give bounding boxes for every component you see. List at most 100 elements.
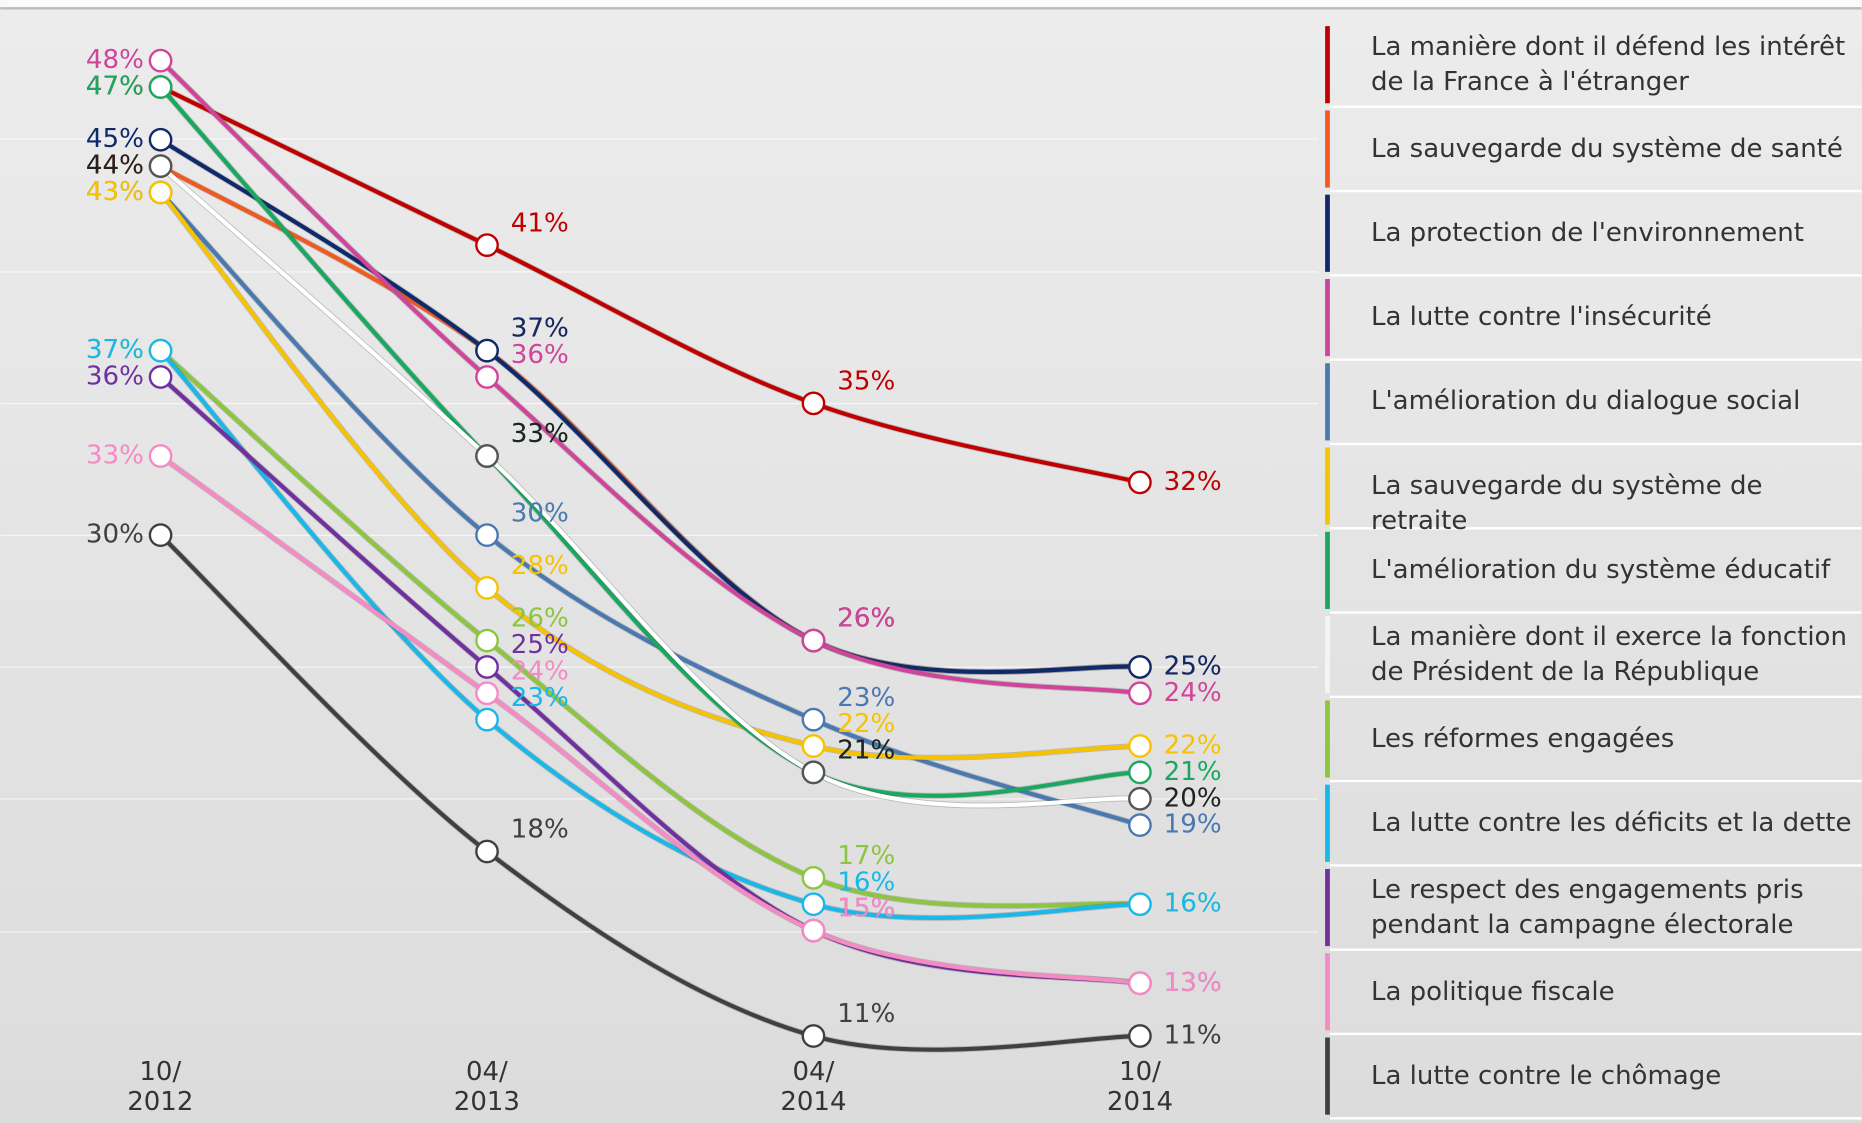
x-tick-label: 10/ 2012 — [100, 1057, 220, 1117]
legend-swatch — [1325, 110, 1330, 187]
point — [1129, 973, 1150, 994]
legend-label: La politique fiscale — [1371, 975, 1615, 1010]
legend-swatch — [1325, 785, 1330, 862]
point — [1129, 894, 1150, 915]
data-label: 30% — [86, 520, 144, 550]
point — [476, 234, 497, 255]
point — [150, 182, 171, 203]
series — [161, 166, 1140, 672]
point — [803, 920, 824, 941]
legend-swatch — [1325, 363, 1330, 440]
data-label: 35% — [837, 366, 895, 396]
legend-label: L'amélioration du dialogue social — [1371, 384, 1800, 419]
point — [803, 894, 824, 915]
point — [803, 630, 824, 651]
point — [150, 366, 171, 387]
legend-label: La lutte contre l'insécurité — [1371, 300, 1712, 335]
point — [1129, 1025, 1150, 1046]
x-tick-label: 04/ 2013 — [427, 1057, 547, 1117]
point — [1129, 762, 1150, 783]
legend-swatch — [1325, 1038, 1330, 1115]
point — [476, 445, 497, 466]
legend-label: La protection de l'environnement — [1371, 216, 1804, 251]
data-label: 16% — [1164, 889, 1222, 919]
data-label: 36% — [86, 361, 144, 391]
data-label: 47% — [86, 71, 144, 101]
data-label: 24% — [1164, 678, 1222, 708]
legend-swatch — [1325, 195, 1330, 272]
data-label: 23% — [511, 683, 569, 713]
point — [1129, 656, 1150, 677]
series-line — [161, 140, 1140, 672]
data-label: 19% — [1164, 810, 1222, 840]
data-label: 41% — [511, 208, 569, 238]
point — [476, 577, 497, 598]
legend-swatch — [1325, 869, 1330, 946]
series — [161, 140, 1140, 672]
legend-label: Le respect des engagements pris pendant … — [1371, 873, 1804, 943]
point — [476, 366, 497, 387]
point — [1129, 683, 1150, 704]
legend-label: La sauvegarde du système de retraite — [1371, 469, 1862, 539]
series-line — [161, 87, 1140, 482]
data-label: 36% — [511, 340, 569, 370]
point — [803, 709, 824, 730]
series — [161, 87, 1140, 482]
page: 47%41%35%32%44%37%26%25%45%37%26%25%48%3… — [0, 0, 1862, 1123]
point — [803, 867, 824, 888]
data-label: 43% — [86, 177, 144, 207]
point — [803, 393, 824, 414]
point — [1129, 788, 1150, 809]
legend-label: La lutte contre les déficits et la dette — [1371, 806, 1851, 841]
point — [150, 129, 171, 150]
point — [150, 524, 171, 545]
legend-swatch — [1325, 532, 1330, 609]
legend-swatch — [1325, 953, 1330, 1030]
point — [150, 340, 171, 361]
legend-swatch — [1325, 26, 1330, 103]
data-label: 11% — [837, 999, 895, 1029]
data-label: 26% — [837, 604, 895, 634]
point — [476, 524, 497, 545]
series-line — [161, 166, 1140, 672]
point — [803, 762, 824, 783]
point — [1129, 814, 1150, 835]
point — [476, 709, 497, 730]
point — [150, 76, 171, 97]
x-tick-label: 04/ 2014 — [753, 1057, 873, 1117]
legend-swatch — [1325, 700, 1330, 777]
data-label: 30% — [511, 498, 569, 528]
point — [150, 155, 171, 176]
top-band — [0, 0, 1861, 7]
legend-label: La lutte contre le chômage — [1371, 1059, 1721, 1094]
legend-label: La manière dont il exerce la fonction de… — [1371, 620, 1847, 690]
point — [476, 656, 497, 677]
data-label: 13% — [1164, 968, 1222, 998]
point — [803, 735, 824, 756]
point — [803, 1025, 824, 1046]
data-label: 21% — [837, 736, 895, 766]
point — [150, 445, 171, 466]
data-label: 20% — [1164, 783, 1222, 813]
data-label: 44% — [86, 151, 144, 181]
point — [476, 630, 497, 651]
data-label: 24% — [511, 656, 569, 686]
legend-swatch — [1325, 616, 1330, 693]
data-label: 32% — [1164, 467, 1222, 497]
point — [1129, 735, 1150, 756]
legend-label: Les réformes engagées — [1371, 722, 1674, 757]
data-label: 33% — [86, 441, 144, 471]
series-line — [161, 140, 1140, 672]
data-label: 11% — [1164, 1021, 1222, 1051]
point — [476, 841, 497, 862]
point — [1129, 472, 1150, 493]
x-tick-label: 10/ 2014 — [1080, 1057, 1200, 1117]
data-label: 15% — [837, 894, 895, 924]
data-label: 28% — [511, 551, 569, 581]
point — [476, 340, 497, 361]
legend-label: L'amélioration du système éducatif — [1371, 553, 1830, 588]
legend-label: La manière dont il défend les intérêt de… — [1371, 30, 1845, 100]
data-label: 33% — [511, 419, 569, 449]
point — [150, 50, 171, 71]
legend-label: La sauvegarde du système de santé — [1371, 132, 1843, 167]
